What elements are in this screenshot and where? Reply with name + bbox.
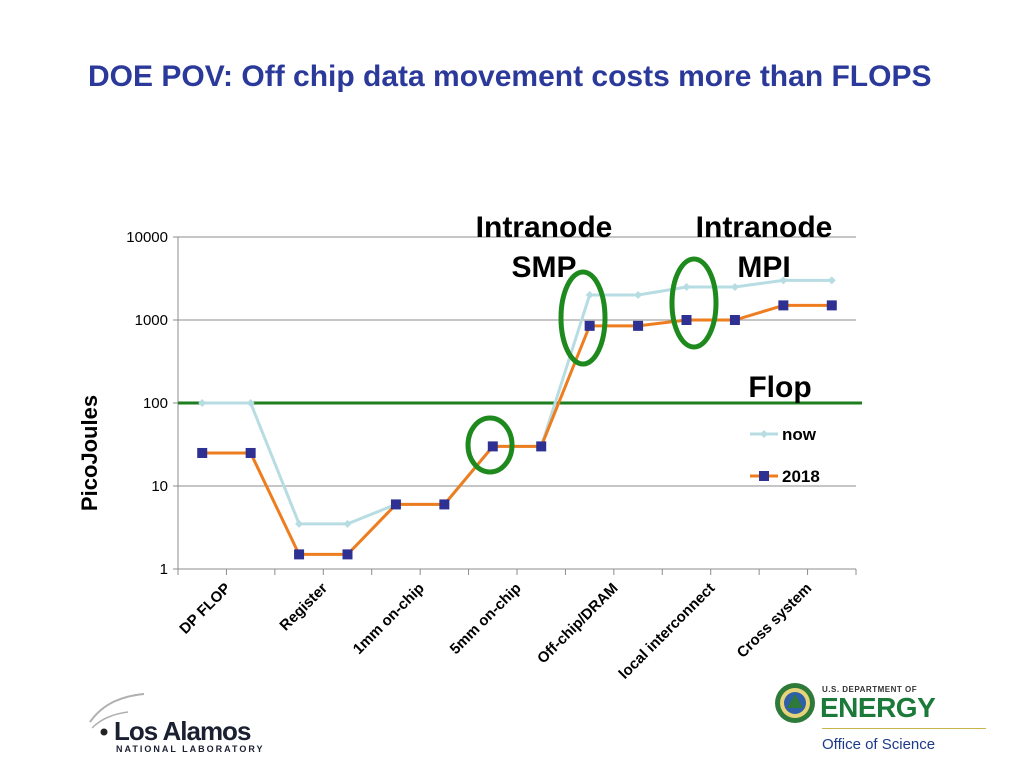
highlight-ellipse (669, 256, 719, 350)
y-tick-label: 100 (143, 395, 168, 412)
y-tick-label: 10000 (126, 229, 168, 246)
data-point-now (682, 282, 691, 291)
doe-energy: ENERGY (820, 692, 936, 723)
reference-line-label: Flop (748, 371, 811, 404)
legend-entry: now (782, 425, 817, 444)
legend-swatch-marker (760, 430, 768, 438)
y-axis-label: PicoJoules (77, 395, 102, 511)
legend-entry: 2018 (782, 467, 820, 486)
x-category-label: 1mm on-chip (350, 580, 428, 658)
doe-divider (822, 728, 986, 729)
data-point-2018 (633, 320, 644, 331)
annotation-text: SMP (511, 251, 576, 284)
data-point-now (779, 276, 788, 285)
legend-swatch-marker (759, 471, 769, 481)
doe-seal-icon (775, 683, 815, 723)
series-line-2018 (202, 303, 832, 556)
data-point-now (827, 276, 836, 285)
x-category-label: 5mm on-chip (447, 580, 525, 658)
slide-title: DOE POV: Off chip data movement costs mo… (88, 60, 932, 93)
data-point-2018 (390, 499, 401, 510)
data-point-now (198, 399, 207, 407)
y-tick-label: 1000 (135, 312, 168, 329)
x-category-label: local interconnect (616, 580, 719, 683)
data-point-2018 (681, 315, 692, 325)
data-point-2018 (584, 320, 595, 331)
data-point-2018 (439, 499, 450, 510)
data-point-2018 (536, 441, 547, 452)
data-point-2018 (342, 549, 353, 560)
highlight-ellipse (465, 415, 515, 475)
x-category-label: Cross system (734, 580, 816, 662)
highlight-ellipse (558, 269, 608, 367)
data-point-2018 (245, 447, 256, 458)
annotation-text: Intranode (476, 211, 613, 244)
data-point-2018 (826, 300, 837, 311)
data-point-now (585, 291, 594, 300)
lanl-name: Los Alamos (114, 716, 251, 746)
data-point-now (343, 519, 352, 528)
x-category-label: DP FLOP (176, 580, 234, 638)
doe-department: U.S. DEPARTMENT OF (822, 685, 918, 694)
data-point-2018 (487, 441, 498, 452)
data-point-now (295, 519, 304, 528)
data-point-2018 (197, 447, 208, 458)
los-alamos-logo (89, 693, 145, 736)
x-category-label: Register (276, 580, 331, 635)
lanl-subtitle: NATIONAL LABORATORY (116, 744, 265, 754)
y-tick-label: 10 (151, 478, 168, 495)
data-point-2018 (294, 549, 305, 560)
data-point-now (634, 291, 643, 300)
x-category-label: Off-chip/DRAM (534, 580, 621, 667)
y-tick-label: 1 (160, 561, 168, 578)
data-point-2018 (778, 300, 789, 311)
annotation-text: MPI (737, 251, 790, 284)
doe-office: Office of Science (822, 736, 936, 753)
data-point-2018 (729, 315, 740, 325)
data-point-now (246, 399, 255, 407)
data-point-now (730, 282, 739, 291)
annotation-text: Intranode (696, 211, 833, 244)
